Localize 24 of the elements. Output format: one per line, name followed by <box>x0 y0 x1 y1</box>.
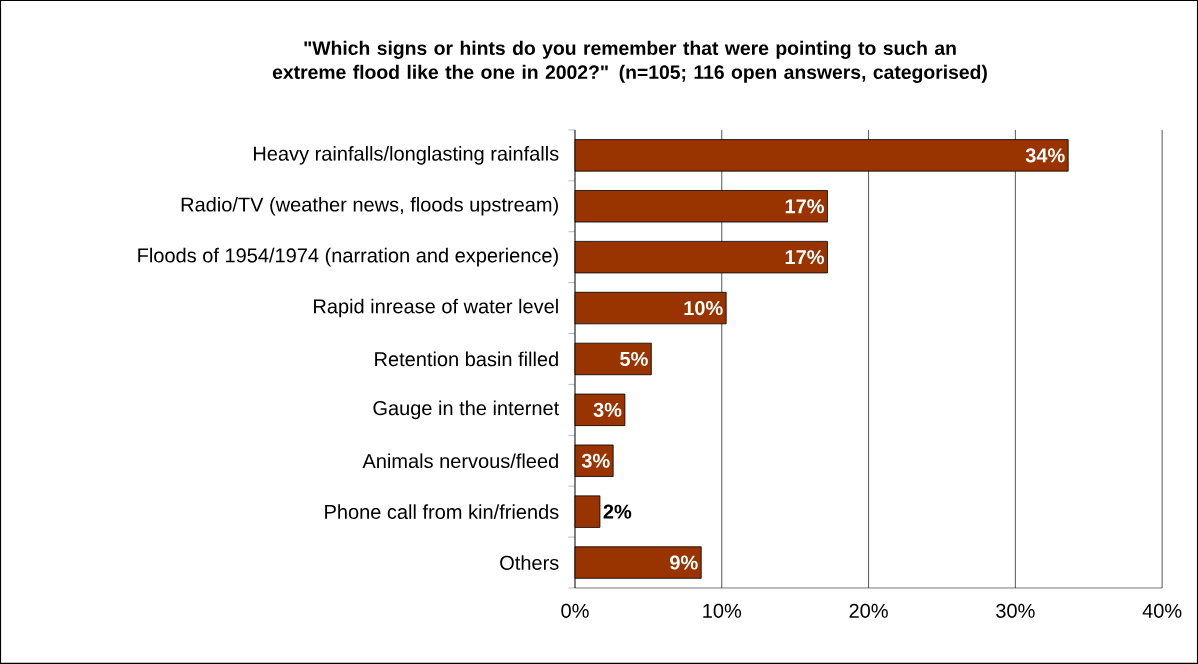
data-label: 17% <box>785 250 824 265</box>
x-tick-label: 20% <box>849 603 888 618</box>
y-tick-label: Floods of 1954/1974 (narration and experience) <box>138 247 558 267</box>
y-tick-label: Phone call from kin/friends <box>325 504 559 520</box>
data-label: 10% <box>684 301 723 316</box>
data-label: 2% <box>603 504 632 519</box>
y-tick-label: Heavy rainfalls/longlasting rainfalls <box>254 146 559 165</box>
y-tick-label: Animals nervous/fleed <box>362 453 558 469</box>
data-label: 9% <box>670 555 698 570</box>
x-tick-label: 40% <box>1142 603 1182 618</box>
x-tick-label: 0% <box>561 603 589 618</box>
data-label: 5% <box>620 351 648 367</box>
x-tick-label: 30% <box>996 603 1035 618</box>
y-tick-label: Others <box>500 555 559 570</box>
y-tick-label: Rapid inrease of water level <box>314 298 558 318</box>
chart-title: "Which signs or hints do you remember that were pointing to such an extreme flood like the one in 2002?" (n=105; 116 open answers, categorised) <box>272 40 987 83</box>
data-label: 3% <box>593 402 622 418</box>
data-label: 34% <box>1025 148 1065 163</box>
x-tick-label: 10% <box>703 603 742 618</box>
y-tick-label: Radio/TV (weather news, floods upstream) <box>181 197 558 216</box>
y-tick-label: Gauge in the internet <box>373 400 560 420</box>
y-tick-label: Retention basin filled <box>375 351 558 367</box>
data-label: 3% <box>581 453 610 468</box>
data-label: 17% <box>785 199 824 214</box>
